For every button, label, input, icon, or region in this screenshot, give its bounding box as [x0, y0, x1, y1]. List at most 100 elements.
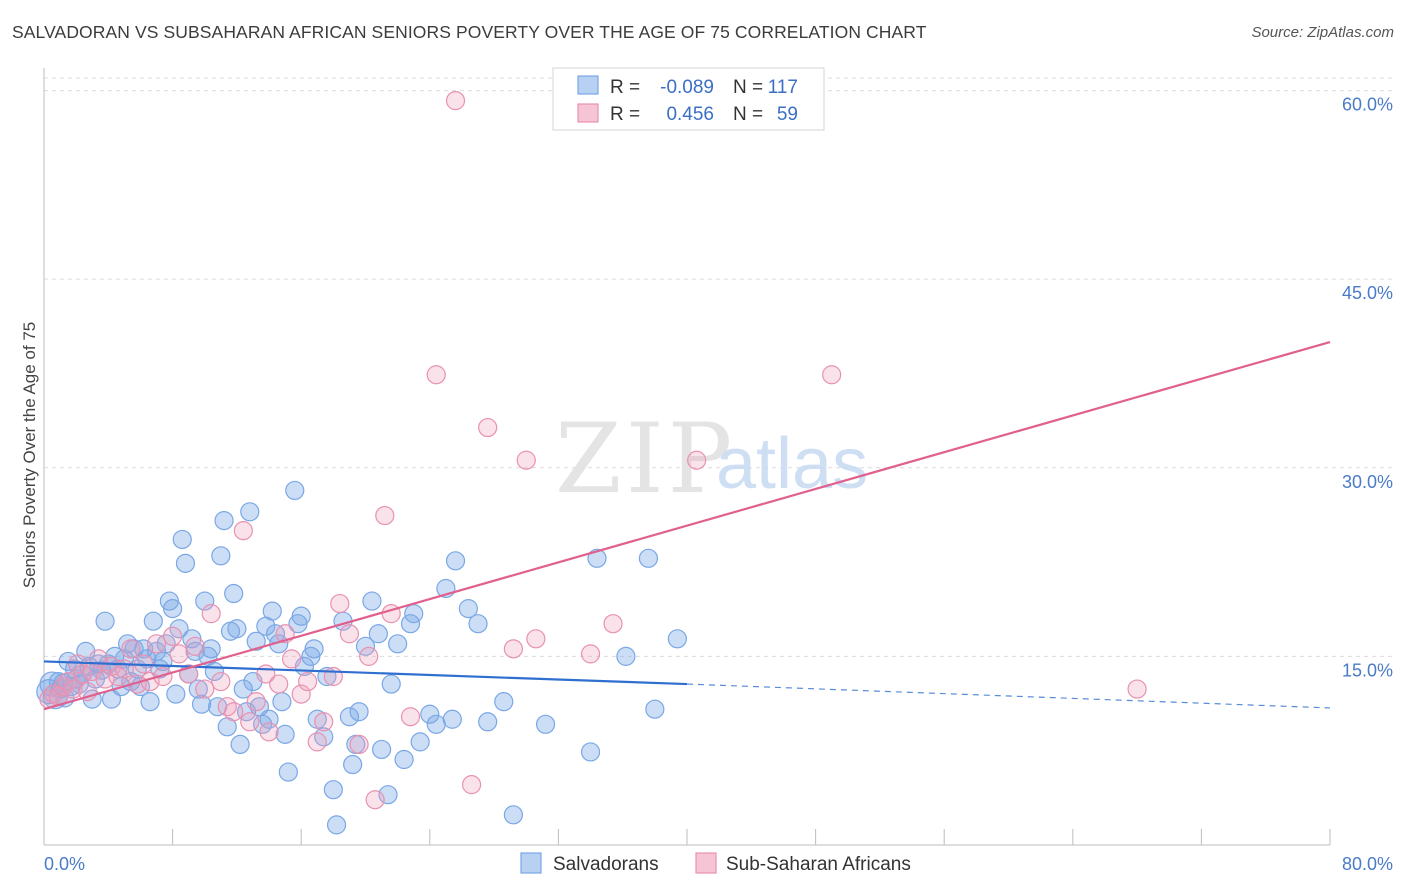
salvadoran-point-47 [185, 641, 205, 661]
subsaharan-point-38 [291, 684, 311, 704]
subsaharan-point-39 [298, 671, 318, 692]
subsaharan-point-56 [516, 450, 536, 470]
salvadoran-point-77 [285, 480, 305, 501]
salvadoran-point-50 [195, 591, 215, 611]
salvadoran-point-52 [201, 639, 221, 659]
salvadoran-point-86 [323, 780, 343, 800]
subsaharan-point-34 [259, 722, 279, 742]
trend-line-subsaharan [43, 340, 1331, 711]
subsaharan-point-53 [461, 775, 482, 795]
trend-lines [43, 340, 1331, 711]
salvadoran-point-92 [349, 702, 369, 722]
subsaharan-point-59 [603, 614, 623, 634]
salvadoran-point-119 [645, 699, 665, 719]
salvadoran-point-102 [404, 604, 424, 624]
x-tick-labels: 0.0% 80.0% [44, 854, 1393, 874]
legend-r-value-0: -0.089 [660, 77, 714, 98]
series-salvadorans [36, 480, 687, 835]
salvadoran-point-49 [191, 694, 212, 714]
subsaharan-point-55 [503, 639, 523, 659]
salvadoran-point-43 [172, 529, 192, 550]
salvadoran-point-32 [137, 649, 157, 669]
subsaharan-point-40 [307, 732, 327, 752]
watermark: ZIP atlas [555, 403, 868, 515]
salvadoran-point-94 [362, 591, 382, 611]
bottom-legend-swatch-subsaharan [695, 852, 717, 874]
subsaharan-point-13 [108, 666, 128, 687]
salvadoran-point-76 [278, 762, 298, 782]
salvadoran-point-99 [388, 634, 408, 654]
subsaharan-point-32 [246, 692, 266, 712]
salvadoran-point-74 [272, 692, 292, 712]
subsaharan-point-45 [349, 734, 369, 755]
salvadoran-point-95 [368, 624, 388, 644]
salvadoran-point-33 [140, 692, 160, 712]
subsaharan-point-42 [323, 666, 343, 687]
subsaharan-point-46 [359, 646, 379, 666]
salvadoran-point-103 [410, 732, 430, 752]
subsaharan-point-24 [185, 636, 205, 656]
salvadoran-point-98 [381, 674, 401, 694]
legend-r-value-1: 0.456 [666, 104, 714, 125]
salvadoran-point-112 [494, 692, 514, 712]
legend-swatch-salvadorans [577, 75, 599, 95]
salvadoran-point-40 [163, 599, 183, 619]
salvadoran-point-62 [233, 679, 253, 699]
subsaharan-point-61 [822, 365, 842, 385]
salvadoran-point-75 [275, 724, 295, 744]
y-axis-title: Seniors Poverty Over the Age of 75 [20, 322, 39, 588]
salvadoran-point-115 [580, 742, 601, 762]
y-tick-label-3: 60.0% [1342, 95, 1393, 115]
salvadoran-point-84 [314, 727, 334, 747]
salvadoran-point-104 [420, 704, 440, 724]
subsaharan-point-26 [201, 604, 221, 624]
salvadoran-point-90 [343, 754, 363, 775]
subsaharan-point-58 [580, 644, 601, 664]
subsaharan-point-28 [217, 697, 237, 717]
trend-line-salvadorans-extension [686, 683, 1331, 709]
x-tick-label-max: 80.0% [1342, 854, 1393, 874]
legend-swatch-subsaharan [577, 103, 599, 123]
trend-line-salvadorans [43, 660, 688, 686]
salvadoran-point-55 [211, 546, 231, 566]
subsaharan-point-60 [687, 450, 707, 470]
legend-n-value-1: 59 [777, 104, 798, 125]
bottom-legend: Salvadorans Sub-Saharan Africans [520, 852, 911, 875]
subsaharan-point-52 [445, 91, 466, 111]
y-tick-label-0: 15.0% [1342, 660, 1393, 680]
legend: R = -0.089 N = 117 R = 0.456 N = 59 [552, 67, 825, 131]
subsaharan-point-21 [163, 626, 183, 646]
legend-n-label-0: N = [733, 77, 763, 98]
subsaharan-point-37 [281, 649, 302, 669]
salvadoran-point-41 [166, 684, 186, 704]
bottom-legend-label-subsaharan: Sub-Saharan Africans [726, 854, 911, 875]
salvadoran-point-48 [188, 679, 208, 699]
salvadoran-point-71 [262, 601, 282, 621]
salvadoran-point-96 [371, 739, 392, 760]
salvadoran-point-105 [426, 714, 446, 734]
salvadoran-point-116 [587, 548, 607, 568]
watermark-zip: ZIP [555, 403, 736, 515]
salvadoran-point-113 [503, 805, 523, 825]
salvadoran-point-60 [227, 619, 247, 639]
subsaharan-point-5 [63, 679, 83, 699]
salvadoran-point-110 [468, 614, 488, 634]
subsaharan-point-50 [400, 707, 421, 727]
salvadoran-point-82 [304, 639, 324, 659]
watermark-atlas: atlas [716, 424, 868, 504]
salvadoran-point-111 [478, 712, 498, 732]
legend-r-label-0: R = [610, 77, 640, 98]
salvadoran-point-42 [169, 619, 189, 639]
source-label: Source: ZipAtlas.com [1251, 24, 1394, 41]
y-tick-label-1: 30.0% [1342, 472, 1393, 492]
x-tick-label-min: 0.0% [44, 854, 85, 874]
y-tick-label-2: 45.0% [1342, 283, 1393, 303]
salvadoran-point-19 [95, 611, 115, 631]
subsaharan-point-44 [339, 624, 360, 644]
subsaharan-point-51 [426, 365, 446, 385]
salvadoran-point-59 [224, 583, 244, 604]
salvadoran-point-56 [214, 510, 234, 531]
salvadoran-point-117 [616, 646, 636, 666]
salvadoran-point-87 [326, 815, 347, 835]
salvadoran-point-114 [535, 714, 556, 734]
